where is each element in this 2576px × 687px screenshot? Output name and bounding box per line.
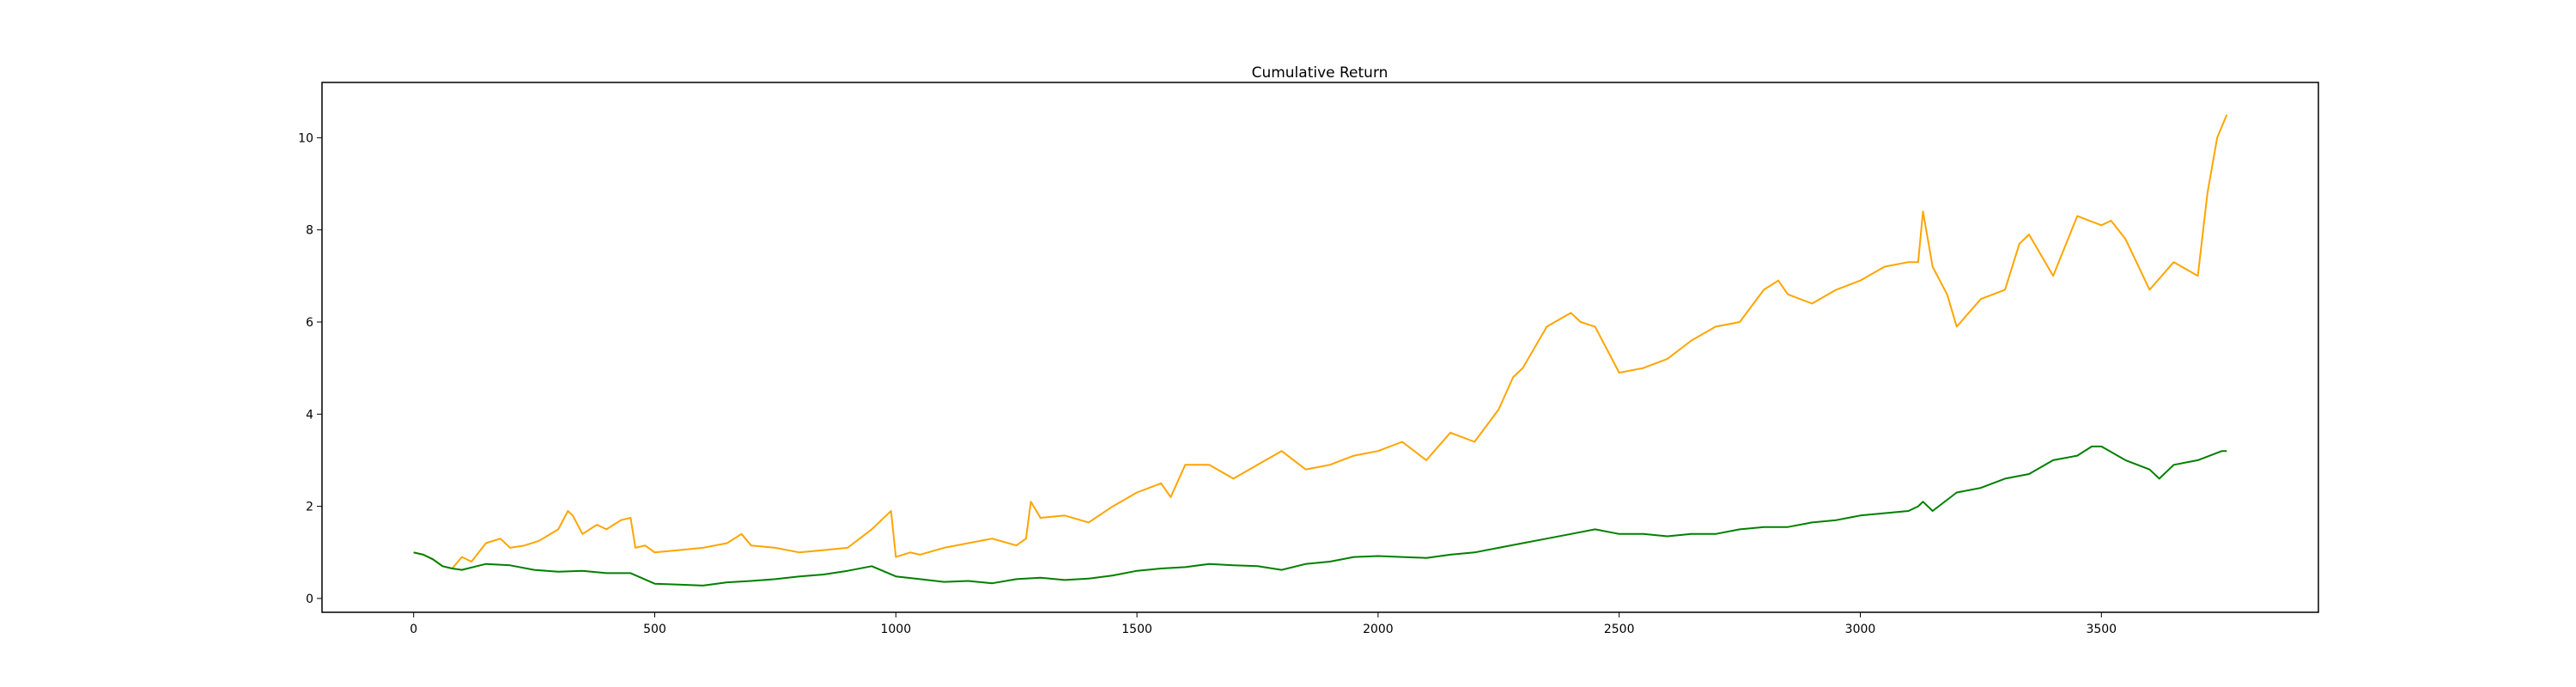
x-tick-label: 3500 bbox=[2086, 623, 2117, 636]
y-tick-label: 4 bbox=[306, 408, 313, 422]
y-tick-label: 6 bbox=[306, 316, 313, 330]
x-tick-label: 1500 bbox=[1121, 623, 1152, 636]
y-tick-label: 10 bbox=[298, 131, 313, 145]
y-tick-label: 8 bbox=[306, 224, 313, 238]
series-line-1 bbox=[413, 445, 2227, 587]
x-axis: 0 500 1000 1500 2000 2500 3000 3500 bbox=[410, 612, 2117, 636]
x-tick-label: 1000 bbox=[880, 623, 911, 636]
x-tick-label: 2500 bbox=[1604, 623, 1635, 636]
plot-area bbox=[413, 114, 2228, 587]
x-tick-label: 500 bbox=[643, 623, 666, 636]
y-axis: 0 2 4 6 8 10 bbox=[298, 131, 322, 606]
y-tick-label: 0 bbox=[306, 593, 313, 606]
x-tick-label: 3000 bbox=[1845, 623, 1876, 636]
x-tick-label: 2000 bbox=[1363, 623, 1394, 636]
chart-title: Cumulative Return bbox=[1252, 64, 1388, 82]
x-tick-label: 0 bbox=[410, 623, 417, 636]
axes-frame bbox=[321, 82, 2319, 613]
series-line-0 bbox=[413, 114, 2228, 569]
y-tick-label: 2 bbox=[306, 501, 313, 514]
